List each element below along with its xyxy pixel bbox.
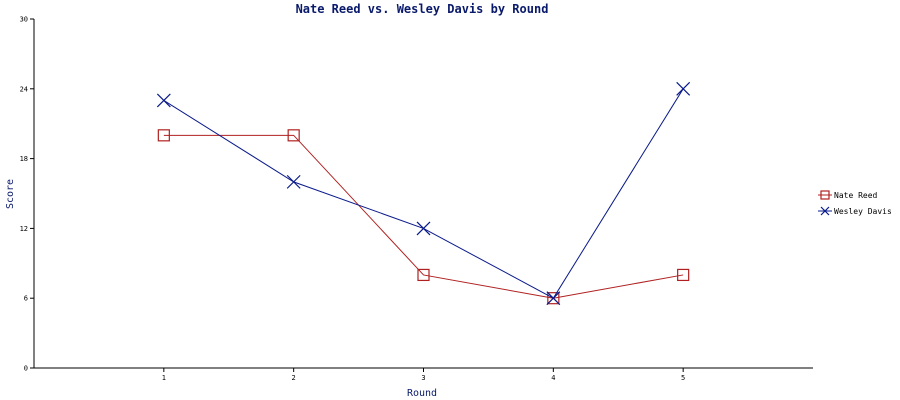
x-tick-label: 2	[292, 374, 296, 382]
legend: Nate Reed Wesley Davis	[818, 190, 892, 216]
y-tick-label: 6	[24, 295, 28, 303]
y-tick-label: 0	[24, 365, 28, 373]
x-tick-label: 5	[681, 374, 685, 382]
legend-label: Wesley Davis	[834, 207, 892, 216]
chart-title: Nate Reed vs. Wesley Davis by Round	[296, 2, 549, 16]
y-tick-label: 30	[20, 16, 28, 24]
y-axis-label: Score	[5, 179, 16, 209]
y-tick-label: 24	[20, 85, 28, 93]
data-point	[546, 291, 561, 306]
legend-label: Nate Reed	[834, 191, 878, 200]
x-axis-label: Round	[407, 388, 437, 399]
x-tick-label: 1	[162, 374, 166, 382]
data-point	[156, 93, 171, 108]
legend-swatch-marker	[820, 206, 830, 216]
legend-item: Wesley Davis	[818, 206, 892, 216]
x-tick-label: 4	[551, 374, 555, 382]
series-line	[163, 134, 684, 299]
y-tick-label: 12	[20, 225, 28, 233]
y-axis-ticks: 0 6 12 18 24 30	[20, 16, 34, 373]
series-1	[157, 129, 690, 305]
data-point	[547, 292, 560, 305]
data-point	[416, 221, 431, 236]
series-line	[163, 88, 684, 299]
legend-swatch-marker	[820, 190, 830, 200]
x-tick-label: 3	[421, 374, 425, 382]
data-point	[157, 129, 170, 142]
series-layer	[156, 81, 691, 306]
plot-area	[33, 19, 813, 369]
y-tick-label: 18	[20, 155, 28, 163]
data-point	[417, 268, 430, 282]
data-point	[287, 129, 300, 142]
data-point	[677, 268, 690, 282]
series-2	[156, 81, 691, 306]
x-axis-ticks: 1 2 3 4 5	[162, 368, 685, 382]
data-point	[286, 174, 301, 189]
data-point	[676, 81, 691, 96]
legend-item: Nate Reed	[818, 190, 878, 200]
